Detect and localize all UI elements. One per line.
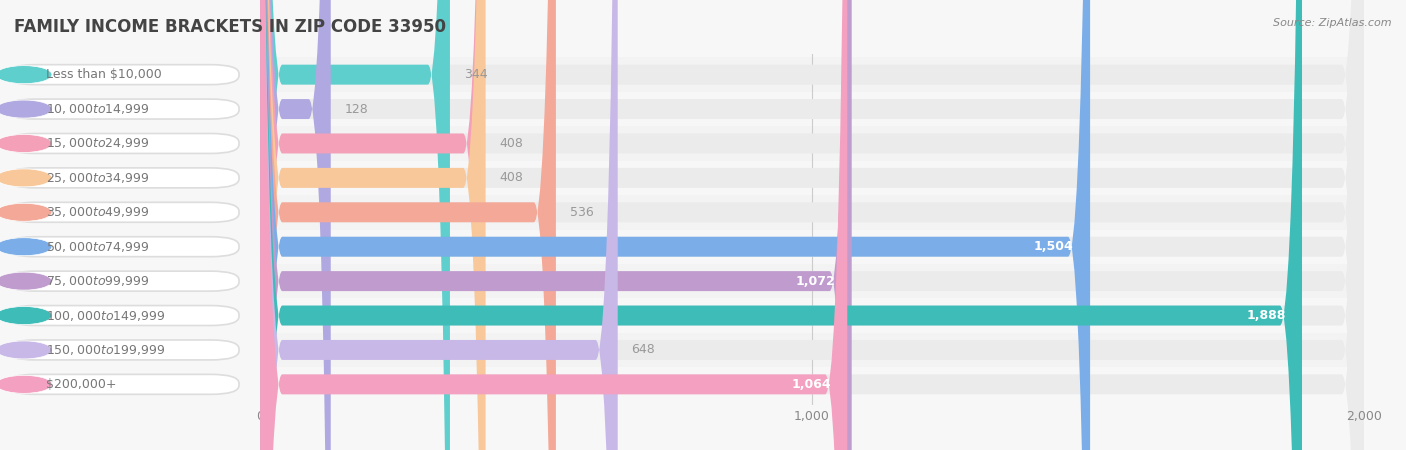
Text: Source: ZipAtlas.com: Source: ZipAtlas.com bbox=[1274, 18, 1392, 28]
FancyBboxPatch shape bbox=[260, 0, 1364, 450]
FancyBboxPatch shape bbox=[260, 0, 485, 450]
Text: 1,888: 1,888 bbox=[1246, 309, 1285, 322]
Text: 128: 128 bbox=[344, 103, 368, 116]
Text: $75,000 to $99,999: $75,000 to $99,999 bbox=[46, 274, 150, 288]
FancyBboxPatch shape bbox=[260, 0, 1302, 450]
Text: 1,504: 1,504 bbox=[1033, 240, 1074, 253]
FancyBboxPatch shape bbox=[260, 0, 617, 450]
FancyBboxPatch shape bbox=[260, 0, 450, 450]
FancyBboxPatch shape bbox=[260, 0, 1364, 450]
Text: 536: 536 bbox=[569, 206, 593, 219]
Text: 408: 408 bbox=[499, 137, 523, 150]
FancyBboxPatch shape bbox=[260, 0, 555, 450]
FancyBboxPatch shape bbox=[260, 0, 852, 450]
FancyBboxPatch shape bbox=[260, 0, 1364, 450]
FancyBboxPatch shape bbox=[260, 0, 1364, 450]
FancyBboxPatch shape bbox=[260, 0, 1364, 450]
Text: 344: 344 bbox=[464, 68, 488, 81]
Text: 1,072: 1,072 bbox=[796, 274, 835, 288]
FancyBboxPatch shape bbox=[260, 0, 1364, 450]
Text: $50,000 to $74,999: $50,000 to $74,999 bbox=[46, 240, 150, 254]
FancyBboxPatch shape bbox=[260, 0, 1364, 450]
Text: $200,000+: $200,000+ bbox=[46, 378, 117, 391]
Bar bbox=[260, 333, 1364, 367]
Text: $10,000 to $14,999: $10,000 to $14,999 bbox=[46, 102, 150, 116]
Text: 1,064: 1,064 bbox=[792, 378, 831, 391]
FancyBboxPatch shape bbox=[260, 0, 1090, 450]
Text: FAMILY INCOME BRACKETS IN ZIP CODE 33950: FAMILY INCOME BRACKETS IN ZIP CODE 33950 bbox=[14, 18, 446, 36]
Bar bbox=[260, 126, 1364, 161]
FancyBboxPatch shape bbox=[260, 0, 1364, 450]
FancyBboxPatch shape bbox=[260, 0, 1364, 450]
Text: 648: 648 bbox=[631, 343, 655, 356]
Text: $100,000 to $149,999: $100,000 to $149,999 bbox=[46, 309, 166, 323]
Bar bbox=[260, 58, 1364, 92]
FancyBboxPatch shape bbox=[260, 0, 1364, 450]
Text: 408: 408 bbox=[499, 171, 523, 184]
Text: $150,000 to $199,999: $150,000 to $199,999 bbox=[46, 343, 166, 357]
FancyBboxPatch shape bbox=[260, 0, 330, 450]
Bar bbox=[260, 195, 1364, 230]
Bar bbox=[260, 264, 1364, 298]
Text: Less than $10,000: Less than $10,000 bbox=[46, 68, 162, 81]
Text: $35,000 to $49,999: $35,000 to $49,999 bbox=[46, 205, 150, 219]
Text: $15,000 to $24,999: $15,000 to $24,999 bbox=[46, 136, 150, 150]
FancyBboxPatch shape bbox=[260, 0, 848, 450]
FancyBboxPatch shape bbox=[260, 0, 485, 450]
Text: $25,000 to $34,999: $25,000 to $34,999 bbox=[46, 171, 150, 185]
